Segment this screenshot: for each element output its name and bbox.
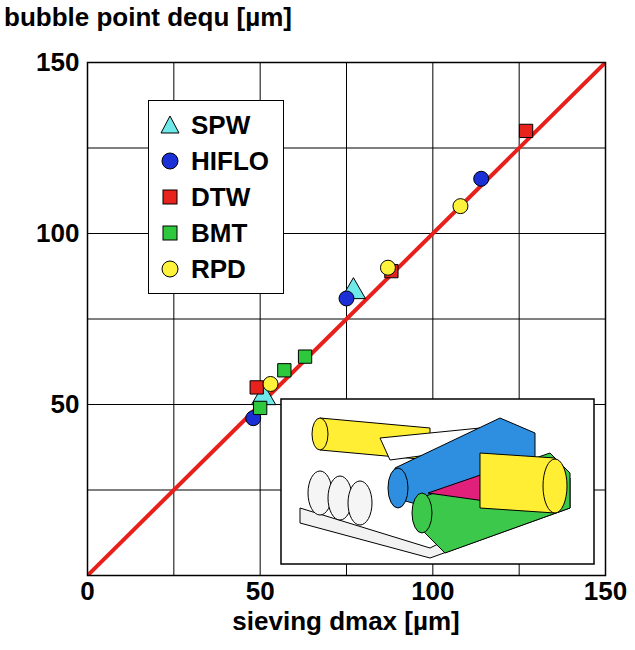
html-text:SPW: SPW [191, 109, 251, 140]
svg-text:50: 50 [246, 576, 275, 606]
svg-text:50: 50 [51, 389, 80, 419]
html-text:HIFLO: HIFLO [191, 145, 269, 176]
svg-text:0: 0 [80, 576, 94, 606]
svg-text:100: 100 [411, 576, 454, 606]
svg-text:150: 150 [584, 576, 627, 606]
html-text:BMT: BMT [191, 217, 248, 248]
svg-text:100: 100 [36, 218, 79, 248]
html-text:sieving dmax [µm]: sieving dmax [µm] [232, 606, 460, 636]
svg-text:150: 150 [36, 47, 79, 77]
html-text:DTW: DTW [191, 181, 251, 212]
html-text:RPD: RPD [191, 253, 246, 284]
html-text:bubble point dequ [µm]: bubble point dequ [µm] [4, 2, 292, 32]
